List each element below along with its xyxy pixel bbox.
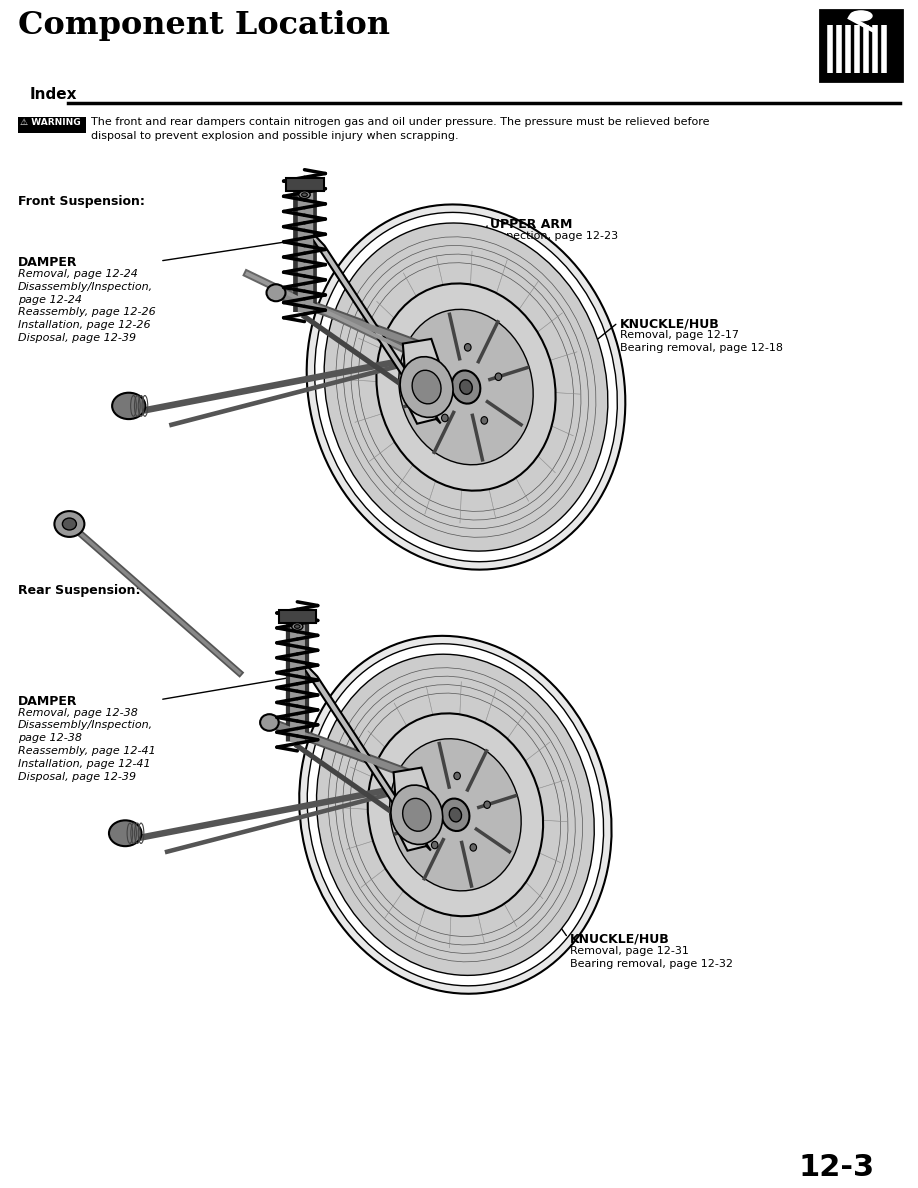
Ellipse shape [453,772,460,779]
Ellipse shape [368,713,543,916]
Ellipse shape [315,213,617,562]
Ellipse shape [298,191,310,198]
Ellipse shape [299,636,611,993]
Text: The front and rear dampers contain nitrogen gas and oil under pressure. The pres: The front and rear dampers contain nitro… [91,118,710,140]
Text: Removal, page 12-31
Bearing removal, page 12-32: Removal, page 12-31 Bearing removal, pag… [570,946,733,968]
Ellipse shape [465,343,471,352]
Ellipse shape [391,785,442,845]
Ellipse shape [317,655,594,975]
Text: manualslib.com: manualslib.com [388,393,572,460]
Ellipse shape [431,369,438,377]
Ellipse shape [421,797,428,804]
Ellipse shape [302,192,308,196]
Ellipse shape [481,417,487,424]
Polygon shape [292,651,431,851]
Text: Component Location: Component Location [18,10,390,40]
Text: ⚠ WARNING: ⚠ WARNING [20,118,81,127]
Ellipse shape [260,714,279,731]
Ellipse shape [398,309,533,465]
Text: Removal, page 12-38
Disassembly/Inspection,
page 12-38
Reassembly, page 12-41
In: Removal, page 12-38 Disassembly/Inspecti… [18,708,156,782]
Polygon shape [394,767,431,851]
Ellipse shape [452,371,480,404]
Ellipse shape [470,843,476,851]
Ellipse shape [442,415,448,422]
Text: DAMPER: DAMPER [18,257,77,268]
Ellipse shape [449,808,462,822]
Ellipse shape [484,801,490,808]
Ellipse shape [324,223,608,551]
Text: Removal, page 12-24
Disassembly/Inspection,
page 12-24
Reassembly, page 12-26
In: Removal, page 12-24 Disassembly/Inspecti… [18,268,156,343]
Ellipse shape [389,739,521,891]
Ellipse shape [307,204,625,569]
Ellipse shape [266,284,285,302]
Text: Inspection, page 12-23: Inspection, page 12-23 [490,232,618,241]
Ellipse shape [400,356,453,417]
Text: manualslib.com: manualslib.com [338,830,521,897]
Ellipse shape [292,623,303,630]
Ellipse shape [308,644,603,986]
Bar [285,178,323,191]
Text: UPPER ARM: UPPER ARM [490,219,573,232]
Polygon shape [403,339,441,424]
Ellipse shape [54,511,84,537]
Ellipse shape [412,371,441,404]
Ellipse shape [460,380,472,394]
Ellipse shape [442,798,469,832]
Polygon shape [299,220,441,423]
Bar [18,118,86,133]
Ellipse shape [403,798,431,832]
Bar [279,609,316,623]
Text: Removal, page 12-17
Bearing removal, page 12-18: Removal, page 12-17 Bearing removal, pag… [620,330,783,353]
Text: KNUCKLE/HUB: KNUCKLE/HUB [570,933,670,946]
Text: Front Suspension:: Front Suspension: [18,195,145,208]
Ellipse shape [112,393,145,419]
Bar [820,10,902,82]
Ellipse shape [295,625,300,628]
Ellipse shape [431,841,438,848]
Ellipse shape [850,11,872,21]
Text: Rear Suspension:: Rear Suspension: [18,583,140,596]
Text: DAMPER: DAMPER [18,695,77,708]
Ellipse shape [495,373,502,380]
Text: Index: Index [30,88,77,102]
Text: 12-3: 12-3 [799,1154,875,1182]
Text: KNUCKLE/HUB: KNUCKLE/HUB [620,317,720,330]
Ellipse shape [62,518,76,530]
Ellipse shape [109,821,141,846]
Ellipse shape [376,284,555,491]
